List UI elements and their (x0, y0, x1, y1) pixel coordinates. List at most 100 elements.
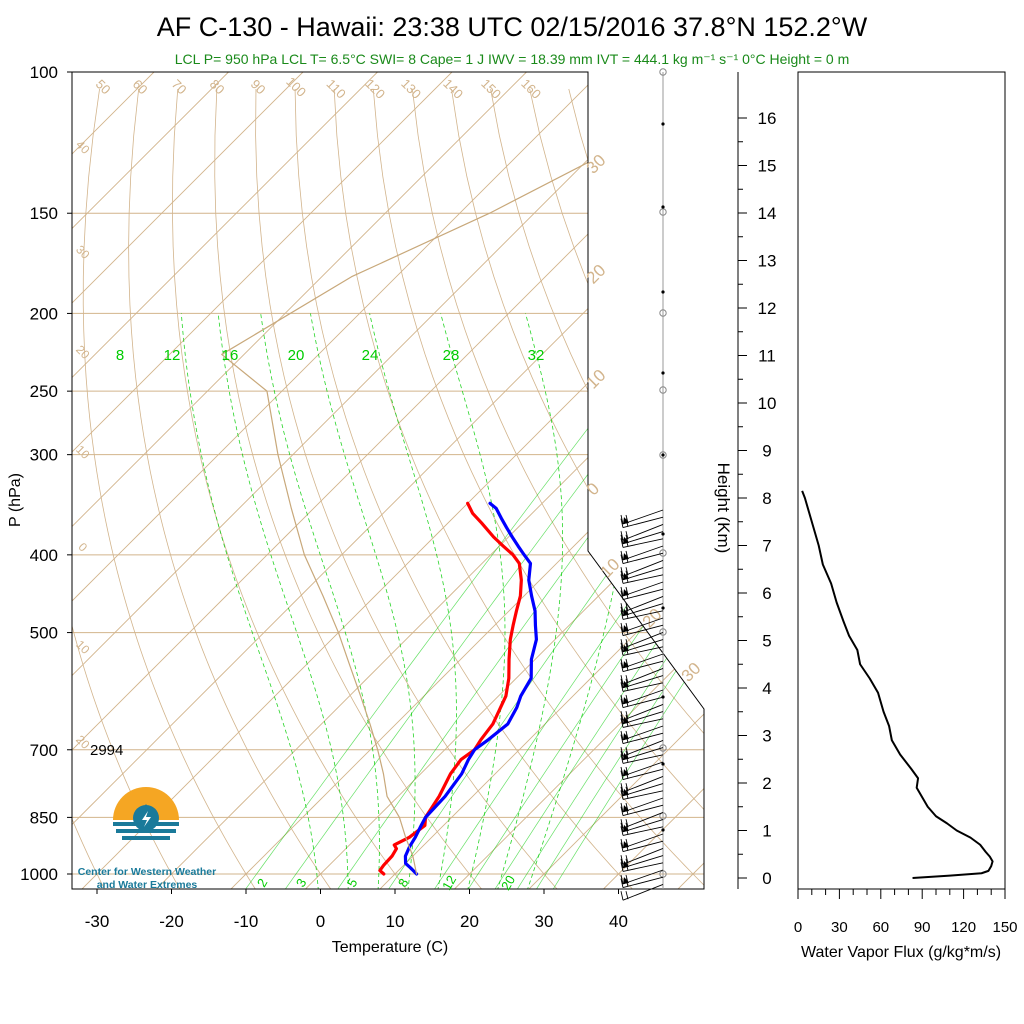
wind-barb-feather (620, 874, 624, 885)
logo-text-line2: and Water Extremes (97, 879, 198, 891)
barb-dot (661, 205, 665, 209)
wind-barb-feather (625, 891, 629, 900)
wind-barb-feather (625, 718, 629, 727)
wind-barb (622, 840, 664, 853)
mixing-ratio-line (336, 361, 704, 889)
wind-barb-feather (625, 567, 629, 576)
wind-barb-feather (625, 639, 629, 648)
isotherm-line (452, 72, 704, 889)
x-axis-title: Temperature (C) (332, 939, 448, 956)
wind-barb-feather (620, 711, 624, 721)
wind-barb-flag (623, 752, 629, 760)
flux-frame (797, 71, 1006, 890)
wind-barb (622, 696, 664, 709)
dewpoint-line (403, 501, 539, 876)
mixing-ratio-label: 8 (116, 347, 124, 364)
wind-barb-flag (623, 517, 629, 524)
isotherm-line (154, 72, 704, 889)
wind-barb (622, 703, 664, 721)
wind-barb (622, 646, 664, 656)
wind-barb-flag (623, 788, 629, 796)
mixing-ratio-label: 24 (362, 347, 379, 364)
x-tick-label: -20 (159, 912, 184, 931)
wind-barb (622, 826, 664, 836)
isotherm-line (72, 72, 229, 889)
dry-adiabat-line (685, 88, 704, 889)
height-tick-label: 12 (758, 299, 777, 318)
isotherm-line (72, 72, 704, 889)
x-tick-label: 20 (460, 912, 479, 931)
wind-barb-feather (620, 642, 624, 652)
wind-barb-flag (623, 572, 629, 580)
wind-barbs (620, 68, 667, 901)
wind-barb-feather (620, 747, 624, 757)
wind-barb-flag (623, 697, 629, 704)
isotherm-line (526, 72, 704, 889)
moist-adiabat-line (369, 313, 457, 889)
wind-barb (622, 754, 664, 764)
temperature-line (378, 501, 523, 876)
logo-sun-icon (113, 787, 179, 820)
wind-barb (622, 603, 664, 617)
dry-adiabat-line (333, 88, 704, 889)
height-tick-label: 7 (762, 537, 771, 556)
dry-adiabat-label: 130 (398, 76, 424, 102)
wind-barb-feather (625, 531, 629, 540)
wind-barb (622, 747, 664, 761)
wind-barb-feather (620, 858, 624, 868)
dry-adiabat-line (921, 89, 1024, 891)
wind-barb-flag (623, 608, 629, 616)
height-tick-label: 13 (758, 252, 777, 271)
wind-barb-feather (625, 646, 629, 655)
wind-barb-feather (620, 662, 624, 672)
wind-barb (622, 574, 664, 584)
wind-barb (622, 675, 664, 689)
x-tick-label: 30 (535, 912, 554, 931)
wind-barb-flag (623, 661, 629, 668)
mixing-ratio-label: 3 (293, 876, 310, 890)
mixing-ratio-line (515, 361, 704, 889)
wind-barb-feather (620, 891, 624, 901)
wind-barb-flag (623, 716, 629, 724)
y-tick-label: 850 (30, 808, 58, 827)
wind-barb-flag (623, 860, 629, 868)
wind-barb-feather (620, 538, 624, 548)
wind-barb-feather (620, 554, 624, 564)
wind-barb (622, 783, 664, 797)
wind-barb (622, 819, 664, 833)
dry-adiabat-line (490, 88, 704, 889)
isotherm-line (72, 72, 704, 889)
wind-barb (622, 797, 664, 813)
skewt-frame (71, 71, 705, 890)
wind-barb (622, 855, 664, 869)
wind-barb-feather (620, 806, 624, 816)
wind-barb-feather (625, 538, 629, 547)
wind-barb-flag (623, 553, 629, 560)
dry-adiabat-label: 60 (130, 76, 151, 97)
flux-tick-label: 30 (831, 919, 848, 936)
dry-adiabat-line (294, 88, 635, 889)
height-tick-label: 16 (758, 109, 777, 128)
wind-barb-feather (625, 806, 629, 815)
wind-barb-feather (620, 586, 624, 597)
wind-barb-feather (620, 786, 624, 796)
wind-barb-flag (623, 625, 629, 632)
dry-adiabat-line (529, 88, 704, 889)
dry-adiabat-label: 160 (518, 76, 544, 102)
isotherm-line (303, 72, 704, 889)
isotherm-label: 10 (73, 442, 93, 462)
wind-barb (622, 761, 664, 777)
cw3e-logo: Center for Western Weather and Water Ext… (78, 787, 216, 891)
x-tick-label: -30 (85, 912, 110, 931)
isotherm-line (601, 72, 704, 889)
wind-barb-flag (623, 733, 629, 740)
isotherm-label: 30 (678, 659, 705, 686)
wind-barb (622, 595, 664, 613)
isotherm-label: 30 (73, 242, 93, 262)
parcel-line (221, 72, 704, 875)
wind-barb (622, 869, 664, 885)
wind-barb-feather (625, 770, 629, 779)
barb-dot (661, 290, 665, 294)
wind-barb (622, 739, 664, 757)
